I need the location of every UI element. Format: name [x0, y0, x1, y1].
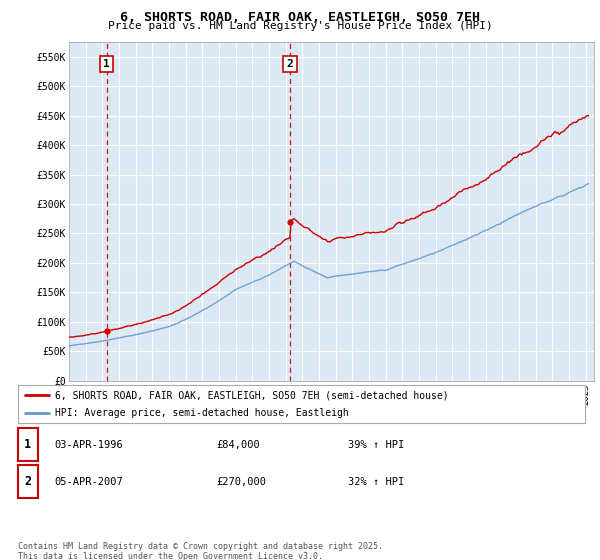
Text: 2: 2: [287, 59, 293, 69]
Text: 1: 1: [25, 438, 31, 451]
Text: 05-APR-2007: 05-APR-2007: [54, 477, 123, 487]
Text: £84,000: £84,000: [216, 440, 260, 450]
Text: 1: 1: [103, 59, 110, 69]
Text: Price paid vs. HM Land Registry's House Price Index (HPI): Price paid vs. HM Land Registry's House …: [107, 21, 493, 31]
Text: 39% ↑ HPI: 39% ↑ HPI: [348, 440, 404, 450]
Text: £270,000: £270,000: [216, 477, 266, 487]
Text: 2: 2: [25, 475, 31, 488]
Text: 6, SHORTS ROAD, FAIR OAK, EASTLEIGH, SO50 7EH: 6, SHORTS ROAD, FAIR OAK, EASTLEIGH, SO5…: [120, 11, 480, 24]
Text: Contains HM Land Registry data © Crown copyright and database right 2025.
This d: Contains HM Land Registry data © Crown c…: [18, 542, 383, 560]
Text: 03-APR-1996: 03-APR-1996: [54, 440, 123, 450]
Text: 32% ↑ HPI: 32% ↑ HPI: [348, 477, 404, 487]
Text: 6, SHORTS ROAD, FAIR OAK, EASTLEIGH, SO50 7EH (semi-detached house): 6, SHORTS ROAD, FAIR OAK, EASTLEIGH, SO5…: [55, 390, 448, 400]
Text: HPI: Average price, semi-detached house, Eastleigh: HPI: Average price, semi-detached house,…: [55, 408, 349, 418]
